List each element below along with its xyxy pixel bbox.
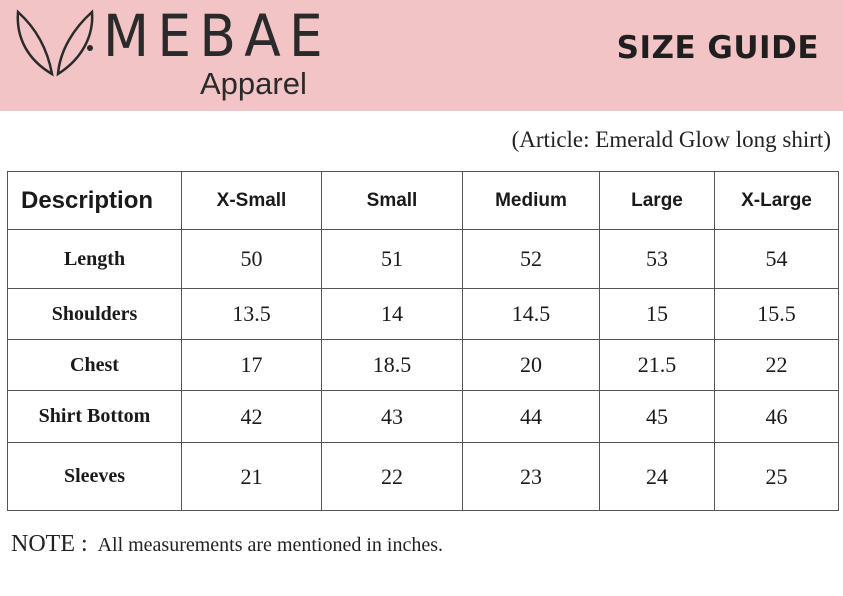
table-cell: 42 <box>181 390 322 443</box>
table-cell: 13.5 <box>181 288 322 340</box>
row-label: Shoulders <box>7 288 182 340</box>
column-header: Large <box>599 171 715 230</box>
row-label: Chest <box>7 339 182 391</box>
table-cell: 21 <box>181 442 322 511</box>
table-cell: 15 <box>599 288 715 340</box>
table-cell: 21.5 <box>599 339 715 391</box>
table-cell: 25 <box>714 442 839 511</box>
footnote: NOTE : All measurements are mentioned in… <box>11 531 443 558</box>
table-cell: 22 <box>321 442 463 511</box>
table-row: Shoulders 13.5 14 14.5 15 15.5 <box>7 288 839 340</box>
table-cell: 14.5 <box>462 288 600 340</box>
size-table: Description X-Small Small Medium Large X… <box>7 171 839 511</box>
brand-name: MEBAE <box>103 2 331 70</box>
column-header: Description <box>7 171 182 230</box>
table-cell: 46 <box>714 390 839 443</box>
table-cell: 20 <box>462 339 600 391</box>
row-label: Sleeves <box>7 442 182 511</box>
note-text: All measurements are mentioned in inches… <box>97 534 444 556</box>
table-cell: 17 <box>181 339 322 391</box>
table-row: Length 50 51 52 53 54 <box>7 229 839 289</box>
table-cell: 44 <box>462 390 600 443</box>
page-title: SIZE GUIDE <box>616 30 819 66</box>
column-header: X-Large <box>714 171 839 230</box>
row-label: Shirt Bottom <box>7 390 182 443</box>
table-row: Shirt Bottom 42 43 44 45 46 <box>7 390 839 443</box>
table-row: Chest 17 18.5 20 21.5 22 <box>7 339 839 391</box>
table-cell: 15.5 <box>714 288 839 340</box>
brand-subtitle: Apparel <box>200 66 307 101</box>
table-cell: 50 <box>181 229 322 289</box>
row-label: Length <box>7 229 182 289</box>
table-cell: 22 <box>714 339 839 391</box>
table-cell: 45 <box>599 390 715 443</box>
header-banner: MEBAE Apparel SIZE GUIDE <box>0 0 843 111</box>
table-cell: 23 <box>462 442 600 511</box>
column-header: Medium <box>462 171 600 230</box>
note-label: NOTE : <box>11 531 88 557</box>
leaf-logo-icon <box>16 9 94 77</box>
table-cell: 24 <box>599 442 715 511</box>
table-cell: 52 <box>462 229 600 289</box>
table-cell: 43 <box>321 390 463 443</box>
table-header-row: Description X-Small Small Medium Large X… <box>7 171 839 230</box>
table-row: Sleeves 21 22 23 24 25 <box>7 442 839 511</box>
table-cell: 51 <box>321 229 463 289</box>
column-header: X-Small <box>181 171 322 230</box>
table-cell: 54 <box>714 229 839 289</box>
table-cell: 18.5 <box>321 339 463 391</box>
table-cell: 53 <box>599 229 715 289</box>
article-caption: (Article: Emerald Glow long shirt) <box>511 127 831 152</box>
column-header: Small <box>321 171 463 230</box>
table-cell: 14 <box>321 288 463 340</box>
